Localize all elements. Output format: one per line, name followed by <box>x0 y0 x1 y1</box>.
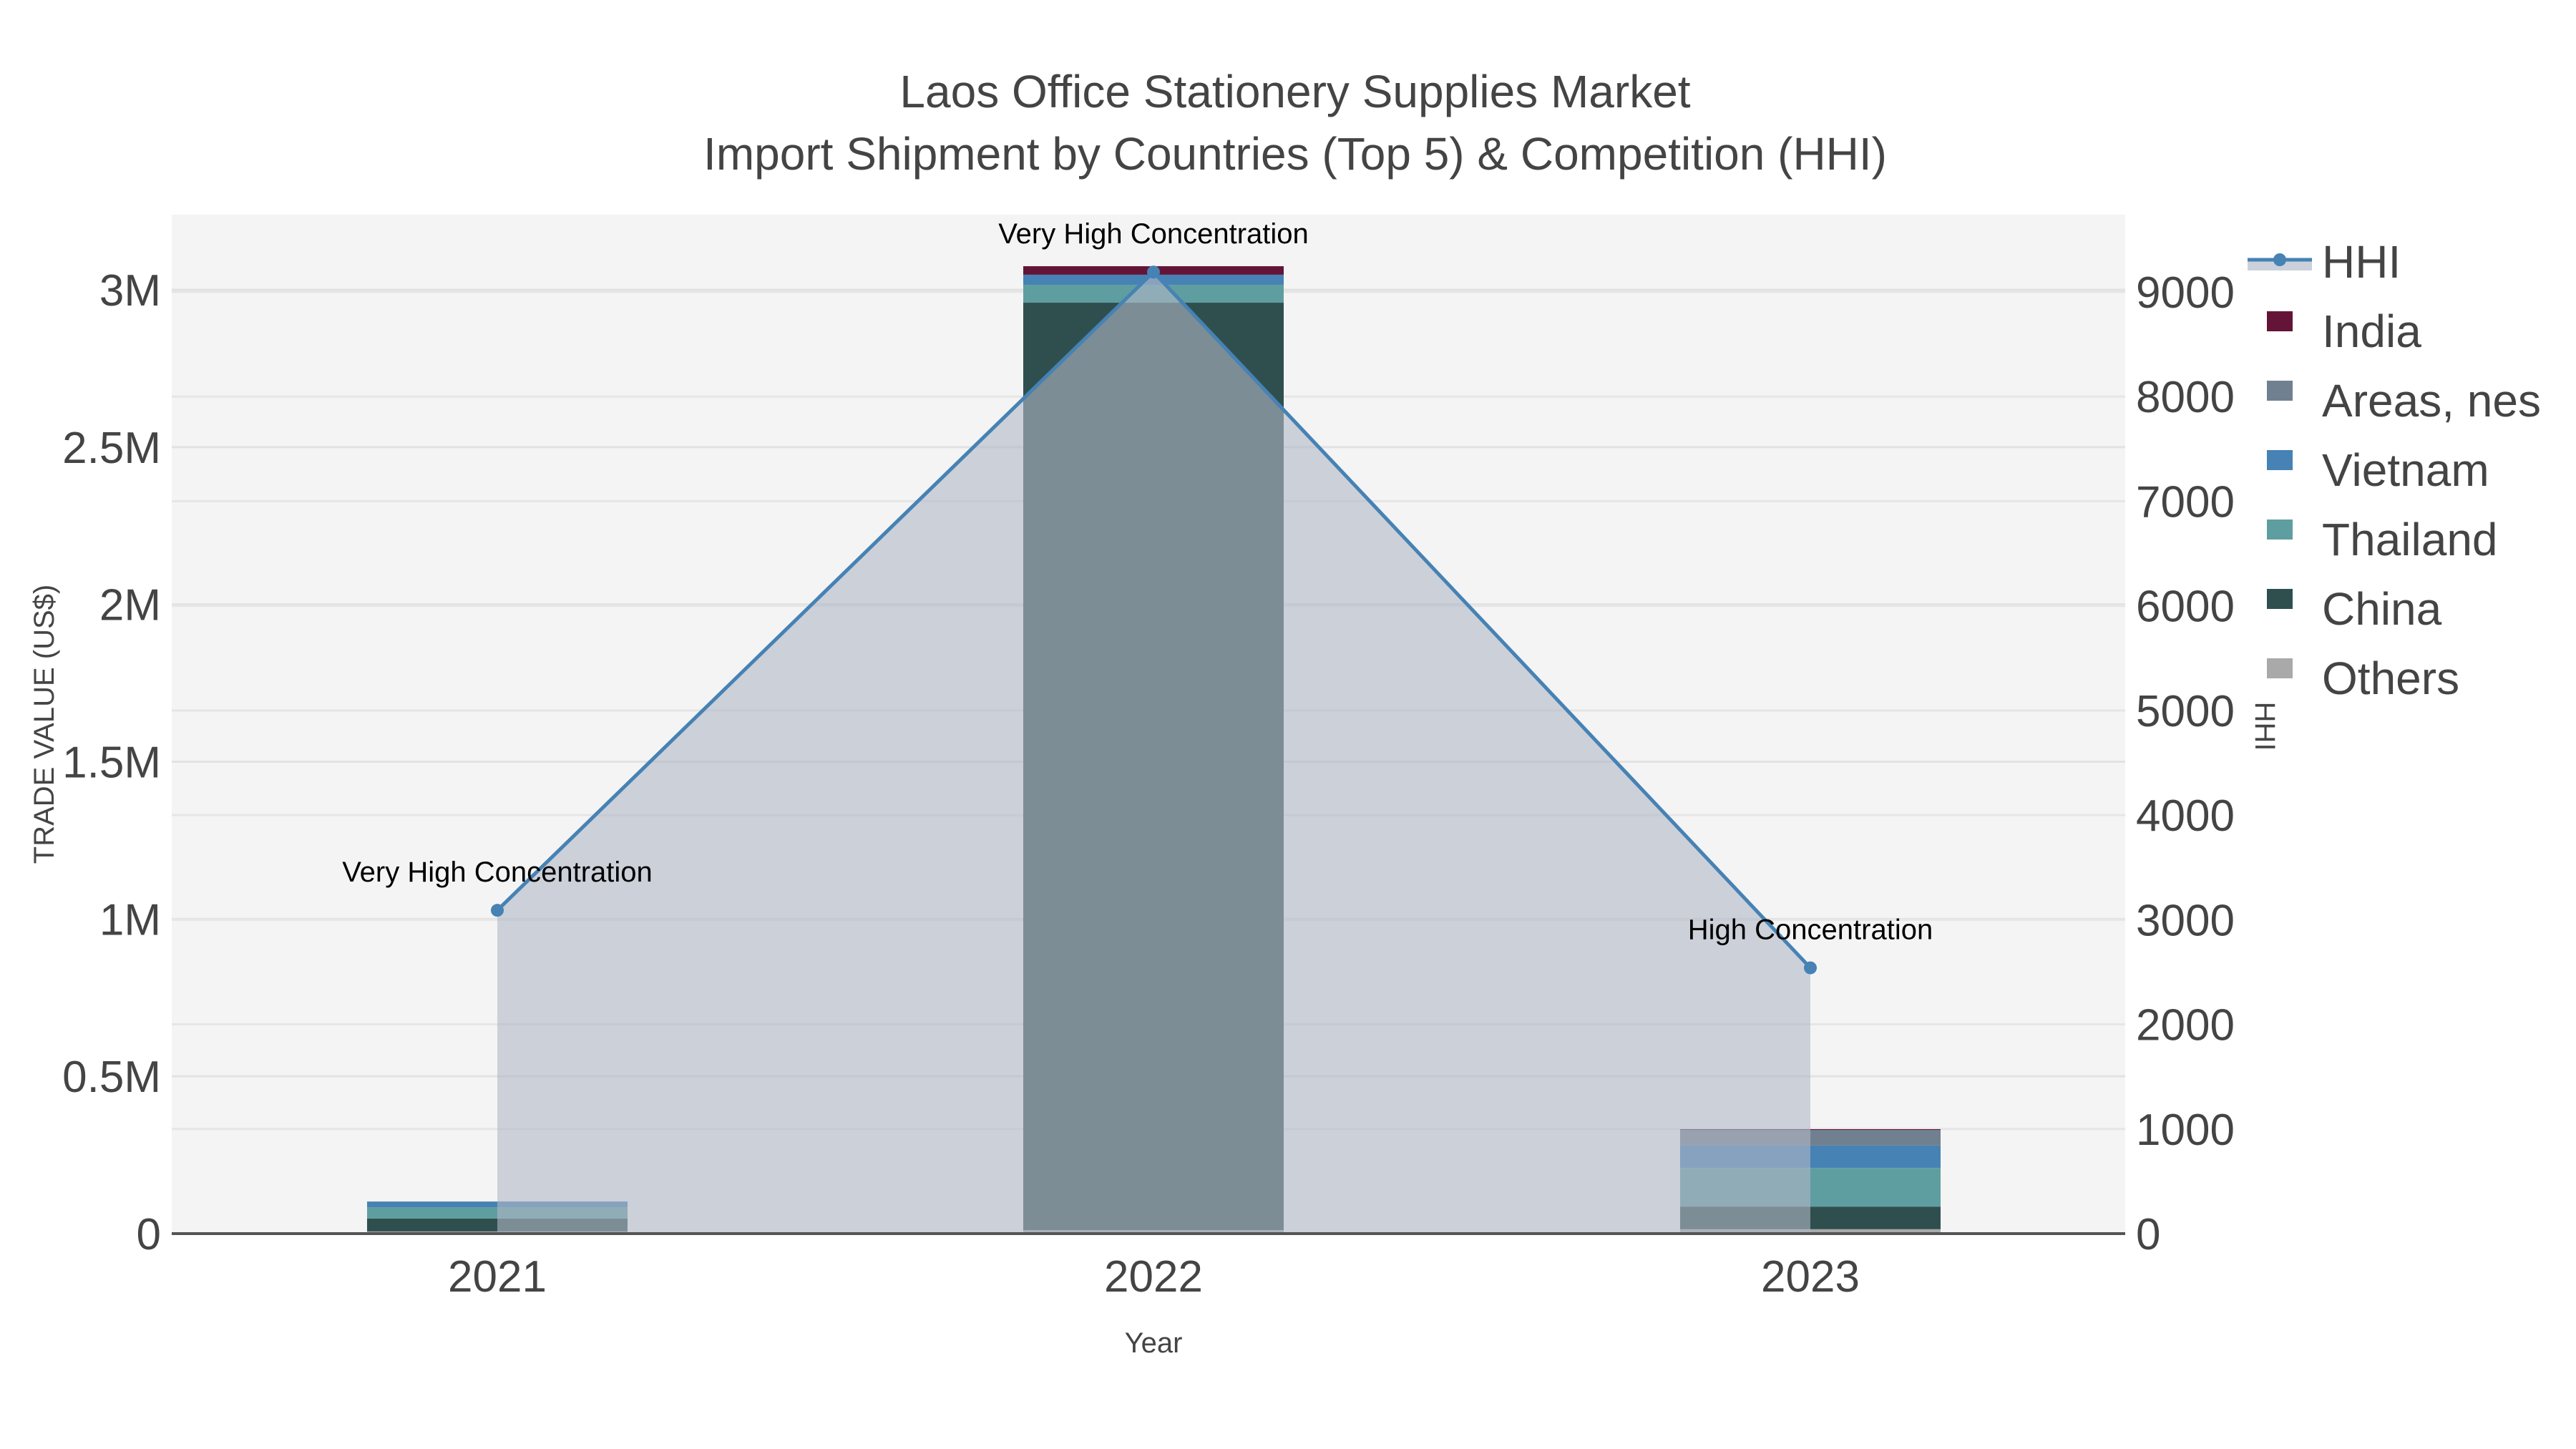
legend-label: China <box>2322 583 2442 635</box>
right-axis-title: HHI <box>2249 702 2280 751</box>
legend-item-areas-nes[interactable]: Areas, nes <box>2267 375 2541 426</box>
right-tick-label: 3000 <box>2136 896 2235 945</box>
legend-item-thailand[interactable]: Thailand <box>2267 514 2498 565</box>
right-tick-label: 4000 <box>2136 791 2235 841</box>
legend-label: Vietnam <box>2322 444 2489 496</box>
legend-hhi-marker-icon <box>2273 253 2286 266</box>
left-tick-label: 0.5M <box>62 1053 161 1102</box>
right-tick-label: 0 <box>2136 1210 2160 1259</box>
right-axis-ticks: 0 1000 2000 3000 4000 5000 6000 7000 8000 9000 <box>2136 268 2235 1259</box>
legend-label: India <box>2322 306 2421 357</box>
hhi-annotation: Very High Concentration <box>342 857 653 888</box>
legend-label: Others <box>2322 653 2459 704</box>
chart-title-line1: Laos Office Stationery Supplies Market <box>899 66 1690 117</box>
legend: HHI India Areas, nes Vietnam Thailand China Ot… <box>2248 236 2541 704</box>
left-axis-title: TRADE VALUE (US$) <box>29 585 60 864</box>
legend-label: Thailand <box>2322 514 2498 565</box>
x-axis-ticks: 2021 2022 2023 <box>448 1252 1860 1302</box>
left-tick-label: 0 <box>137 1210 161 1259</box>
right-tick-label: 5000 <box>2136 687 2235 736</box>
hhi-annotation: Very High Concentration <box>998 218 1309 250</box>
hhi-series: Very High Concentration Very High Concent… <box>342 218 1933 1234</box>
legend-color-swatch <box>2267 450 2293 470</box>
hhi-annotation: High Concentration <box>1688 914 1933 946</box>
legend-label: HHI <box>2322 236 2401 288</box>
legend-item-hhi[interactable]: HHI <box>2248 236 2401 288</box>
right-tick-label: 7000 <box>2136 477 2235 527</box>
x-tick-label: 2023 <box>1761 1252 1860 1302</box>
legend-label: Areas, nes <box>2322 375 2541 426</box>
legend-item-china[interactable]: China <box>2267 583 2442 635</box>
right-tick-label: 6000 <box>2136 582 2235 632</box>
hhi-marker <box>491 904 504 917</box>
hhi-marker <box>1804 961 1817 975</box>
legend-item-others[interactable]: Others <box>2267 653 2459 704</box>
left-tick-label: 1M <box>99 895 161 945</box>
legend-color-swatch <box>2267 658 2293 678</box>
right-tick-label: 2000 <box>2136 1001 2235 1050</box>
left-tick-label: 3M <box>99 266 161 316</box>
legend-item-india[interactable]: India <box>2267 306 2421 357</box>
left-tick-label: 2.5M <box>62 424 161 473</box>
left-axis-ticks: 0 0.5M 1M 1.5M 2M 2.5M 3M <box>62 266 161 1259</box>
legend-color-swatch <box>2267 519 2293 540</box>
right-tick-label: 1000 <box>2136 1106 2235 1155</box>
hhi-marker <box>1147 265 1160 279</box>
right-tick-label: 8000 <box>2136 373 2235 422</box>
right-tick-label: 9000 <box>2136 268 2235 318</box>
left-tick-label: 2M <box>99 581 161 630</box>
legend-item-vietnam[interactable]: Vietnam <box>2267 444 2489 496</box>
x-tick-label: 2022 <box>1104 1252 1203 1302</box>
x-axis-title: Year <box>1125 1327 1183 1359</box>
left-tick-label: 1.5M <box>62 738 161 788</box>
x-tick-label: 2021 <box>448 1252 547 1302</box>
legend-color-swatch <box>2267 381 2293 401</box>
hhi-area-fill <box>497 272 1810 1234</box>
legend-color-swatch <box>2267 311 2293 331</box>
legend-color-swatch <box>2267 589 2293 609</box>
chart-title-line2: Import Shipment by Countries (Top 5) & C… <box>703 128 1887 180</box>
